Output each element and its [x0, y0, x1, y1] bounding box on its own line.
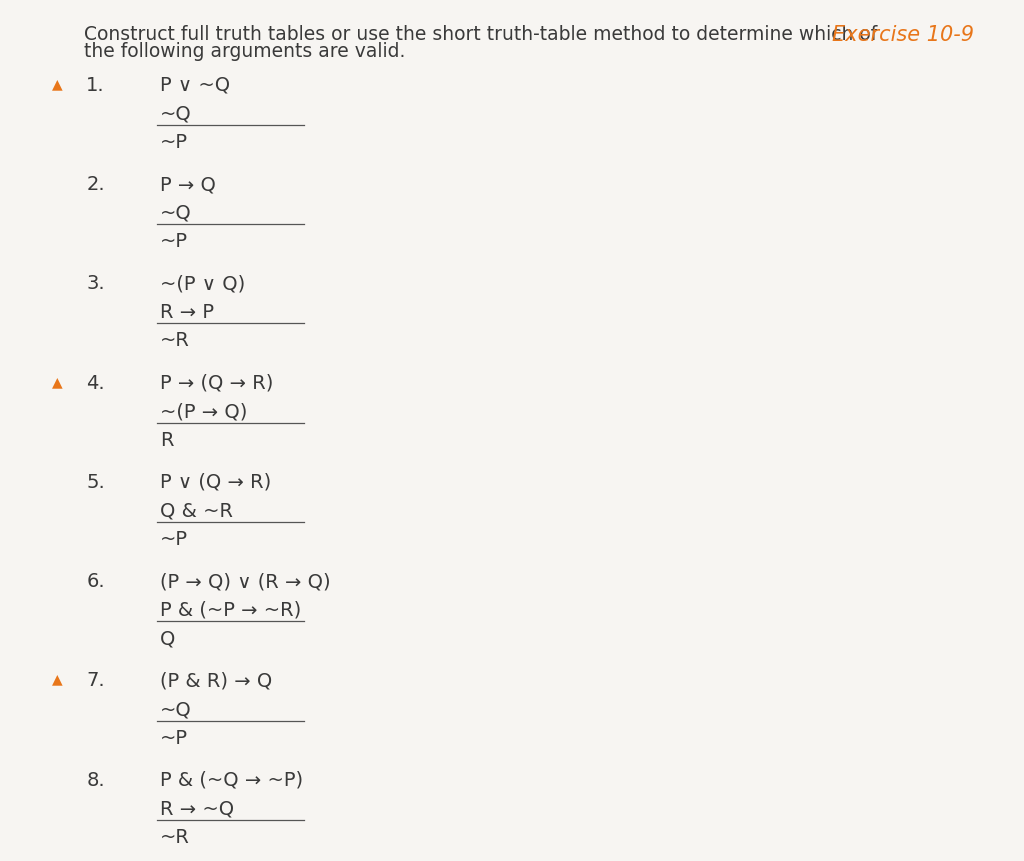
Text: 5.: 5.	[86, 473, 105, 492]
Text: ▲: ▲	[52, 672, 62, 687]
Text: 8.: 8.	[86, 771, 105, 790]
Text: 4.: 4.	[86, 374, 105, 393]
Text: ▲: ▲	[52, 77, 62, 91]
Text: P → (Q → R): P → (Q → R)	[161, 374, 273, 393]
Text: P → Q: P → Q	[161, 175, 216, 194]
Text: 2.: 2.	[86, 175, 105, 194]
Text: ~Q: ~Q	[161, 203, 193, 222]
Text: (P & R) → Q: (P & R) → Q	[161, 672, 272, 691]
Text: ~P: ~P	[161, 232, 188, 251]
Text: ~(P → Q): ~(P → Q)	[161, 402, 248, 421]
Text: (P → Q) ∨ (R → Q): (P → Q) ∨ (R → Q)	[161, 573, 331, 592]
Text: P ∨ ~Q: P ∨ ~Q	[161, 76, 230, 95]
Text: R → P: R → P	[161, 303, 214, 322]
Text: 7.: 7.	[86, 672, 105, 691]
Text: R → ~Q: R → ~Q	[161, 799, 234, 818]
Text: Construct full truth tables or use the short truth-table method to determine whi: Construct full truth tables or use the s…	[84, 25, 878, 44]
Text: the following arguments are valid.: the following arguments are valid.	[84, 41, 406, 60]
Text: Q: Q	[161, 629, 176, 648]
Text: 3.: 3.	[86, 275, 105, 294]
Text: 1.: 1.	[86, 76, 105, 95]
Text: Q & ~R: Q & ~R	[161, 501, 233, 520]
Text: P & (~Q → ~P): P & (~Q → ~P)	[161, 771, 303, 790]
Text: R: R	[161, 430, 174, 449]
Text: P ∨ (Q → R): P ∨ (Q → R)	[161, 473, 271, 492]
Text: P & (~P → ~R): P & (~P → ~R)	[161, 601, 302, 620]
Text: ~R: ~R	[161, 827, 190, 847]
Text: 6.: 6.	[86, 573, 105, 592]
Text: ~P: ~P	[161, 728, 188, 747]
Text: ~Q: ~Q	[161, 104, 193, 123]
Text: ~P: ~P	[161, 530, 188, 549]
Text: ~R: ~R	[161, 331, 190, 350]
Text: ~(P ∨ Q): ~(P ∨ Q)	[161, 275, 246, 294]
Text: Exercise 10-9: Exercise 10-9	[833, 25, 974, 45]
Text: ~P: ~P	[161, 133, 188, 152]
Text: ~Q: ~Q	[161, 700, 193, 719]
Text: ▲: ▲	[52, 375, 62, 389]
